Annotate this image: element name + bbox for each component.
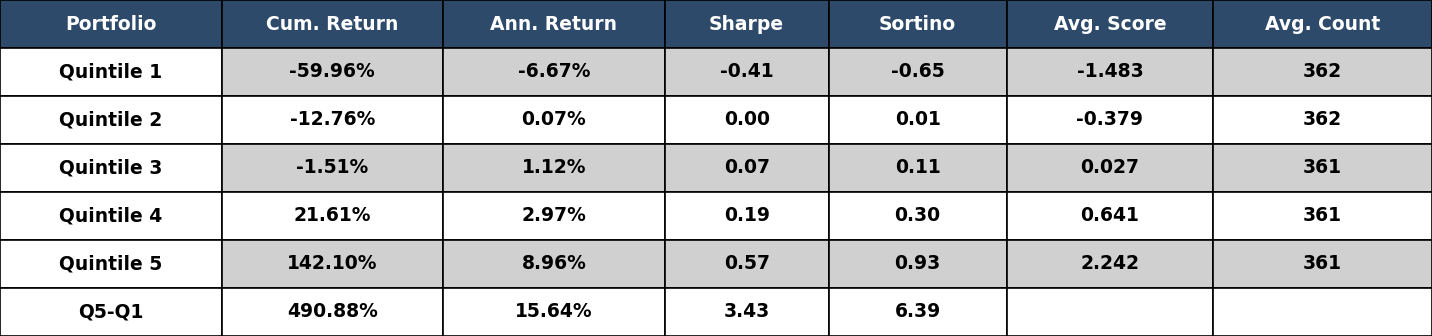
Text: 142.10%: 142.10%	[286, 254, 378, 274]
Text: -0.379: -0.379	[1077, 111, 1144, 129]
Text: -6.67%: -6.67%	[518, 62, 590, 82]
Bar	[442, 144, 664, 192]
Bar	[1213, 0, 1432, 48]
Text: -1.51%: -1.51%	[296, 159, 368, 177]
Bar	[1007, 240, 1213, 288]
Text: 361: 361	[1303, 207, 1342, 225]
Bar	[664, 192, 829, 240]
Text: 0.027: 0.027	[1081, 159, 1140, 177]
Bar	[442, 0, 664, 48]
Text: 0.93: 0.93	[895, 254, 941, 274]
Bar	[664, 240, 829, 288]
Text: Quintile 3: Quintile 3	[59, 159, 162, 177]
Bar	[829, 288, 1007, 336]
Text: 15.64%: 15.64%	[516, 302, 593, 322]
Text: Quintile 5: Quintile 5	[59, 254, 162, 274]
Text: 361: 361	[1303, 159, 1342, 177]
Text: 6.39: 6.39	[895, 302, 941, 322]
Text: -0.65: -0.65	[891, 62, 945, 82]
Bar	[1213, 288, 1432, 336]
Text: 361: 361	[1303, 254, 1342, 274]
Bar	[0, 48, 222, 96]
Text: 2.242: 2.242	[1081, 254, 1140, 274]
Bar	[222, 144, 442, 192]
Text: Ann. Return: Ann. Return	[490, 14, 617, 34]
Bar	[1213, 192, 1432, 240]
Bar	[829, 0, 1007, 48]
Bar	[442, 240, 664, 288]
Text: 2.97%: 2.97%	[521, 207, 586, 225]
Text: 1.12%: 1.12%	[521, 159, 586, 177]
Text: Portfolio: Portfolio	[64, 14, 156, 34]
Text: 362: 362	[1303, 62, 1342, 82]
Text: 0.641: 0.641	[1081, 207, 1140, 225]
Text: 0.11: 0.11	[895, 159, 941, 177]
Text: 0.30: 0.30	[895, 207, 941, 225]
Bar	[829, 48, 1007, 96]
Text: Sortino: Sortino	[879, 14, 957, 34]
Bar	[664, 0, 829, 48]
Bar	[442, 96, 664, 144]
Text: 3.43: 3.43	[723, 302, 770, 322]
Text: Quintile 1: Quintile 1	[59, 62, 162, 82]
Text: -0.41: -0.41	[720, 62, 773, 82]
Bar	[0, 0, 222, 48]
Bar	[829, 144, 1007, 192]
Bar	[1007, 288, 1213, 336]
Bar	[1213, 240, 1432, 288]
Text: -12.76%: -12.76%	[289, 111, 375, 129]
Text: 0.57: 0.57	[723, 254, 769, 274]
Text: 0.07%: 0.07%	[521, 111, 586, 129]
Text: Quintile 4: Quintile 4	[59, 207, 162, 225]
Text: 0.19: 0.19	[723, 207, 769, 225]
Bar	[1213, 144, 1432, 192]
Text: 490.88%: 490.88%	[286, 302, 378, 322]
Bar	[442, 192, 664, 240]
Bar	[1007, 144, 1213, 192]
Text: 0.07: 0.07	[723, 159, 769, 177]
Text: Cum. Return: Cum. Return	[266, 14, 398, 34]
Text: Avg. Score: Avg. Score	[1054, 14, 1166, 34]
Bar	[0, 192, 222, 240]
Text: 0.00: 0.00	[723, 111, 769, 129]
Bar	[1213, 96, 1432, 144]
Bar	[1007, 48, 1213, 96]
Text: Avg. Count: Avg. Count	[1264, 14, 1380, 34]
Bar	[1007, 96, 1213, 144]
Bar	[222, 48, 442, 96]
Bar	[1213, 48, 1432, 96]
Bar	[0, 240, 222, 288]
Text: -1.483: -1.483	[1077, 62, 1143, 82]
Bar	[222, 240, 442, 288]
Bar	[829, 192, 1007, 240]
Bar	[1007, 0, 1213, 48]
Bar	[664, 288, 829, 336]
Text: -59.96%: -59.96%	[289, 62, 375, 82]
Bar	[0, 288, 222, 336]
Bar	[222, 0, 442, 48]
Bar	[0, 96, 222, 144]
Bar	[222, 96, 442, 144]
Text: Sharpe: Sharpe	[709, 14, 785, 34]
Bar	[442, 48, 664, 96]
Bar	[829, 96, 1007, 144]
Text: Quintile 2: Quintile 2	[59, 111, 162, 129]
Bar	[664, 48, 829, 96]
Bar	[1007, 192, 1213, 240]
Text: 8.96%: 8.96%	[521, 254, 586, 274]
Bar	[664, 96, 829, 144]
Bar	[442, 288, 664, 336]
Bar	[222, 288, 442, 336]
Bar	[664, 144, 829, 192]
Text: Q5-Q1: Q5-Q1	[79, 302, 143, 322]
Bar	[829, 240, 1007, 288]
Bar	[0, 144, 222, 192]
Text: 362: 362	[1303, 111, 1342, 129]
Text: 21.61%: 21.61%	[294, 207, 371, 225]
Text: 0.01: 0.01	[895, 111, 941, 129]
Bar	[222, 192, 442, 240]
